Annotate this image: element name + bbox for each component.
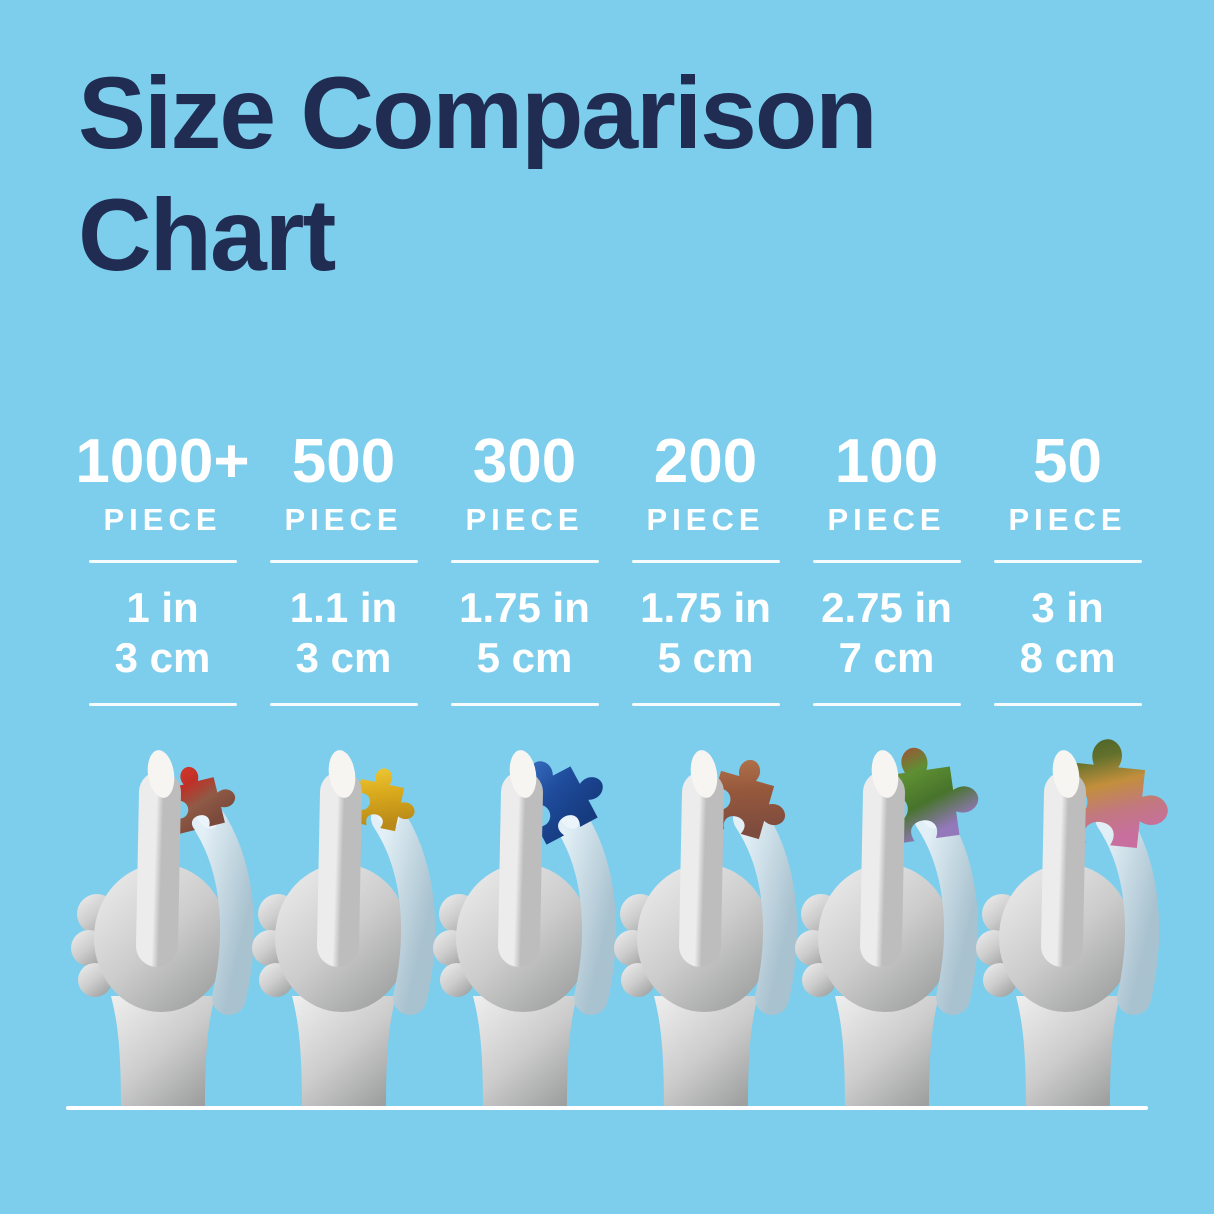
piece-label: PIECE xyxy=(827,502,946,537)
divider-line xyxy=(812,560,961,563)
size-cm: 5 cm xyxy=(476,634,573,681)
divider-line xyxy=(88,703,237,706)
size-column: 200 PIECE 1.75 in 5 cm xyxy=(615,430,796,706)
size-column: 100 PIECE 2.75 in 7 cm xyxy=(796,430,977,706)
piece-label: PIECE xyxy=(103,502,222,537)
piece-label: PIECE xyxy=(284,502,403,537)
size-inches: 1 in xyxy=(126,584,199,631)
divider-line xyxy=(450,703,599,706)
page-title: Size Comparison Chart xyxy=(78,52,878,296)
divider-line xyxy=(269,703,418,706)
title-line-1: Size Comparison xyxy=(78,56,878,170)
title-line-2: Chart xyxy=(78,178,336,292)
puzzle-piece xyxy=(1058,739,1168,849)
divider-line xyxy=(269,560,418,563)
piece-label: PIECE xyxy=(465,502,584,537)
puzzle-piece xyxy=(351,768,415,832)
divider-line xyxy=(450,560,599,563)
size-cm: 3 cm xyxy=(114,634,211,681)
size-inches: 1.75 in xyxy=(459,584,590,631)
puzzle-piece xyxy=(881,747,979,844)
piece-count: 1000+ xyxy=(75,427,250,496)
puzzle-piece xyxy=(168,766,236,834)
size-cm: 3 cm xyxy=(295,634,392,681)
hand-holding-piece xyxy=(395,688,655,1108)
puzzle-piece xyxy=(519,760,603,845)
size-column: 300 PIECE 1.75 in 5 cm xyxy=(434,430,615,706)
size-inches: 2.75 in xyxy=(821,584,952,631)
divider-line xyxy=(88,560,237,563)
piece-count: 500 xyxy=(291,427,396,496)
hand-holding-piece xyxy=(214,688,474,1108)
size-column: 50 PIECE 3 in 8 cm xyxy=(977,430,1158,706)
size-cm: 7 cm xyxy=(838,634,935,681)
hand-holding-piece xyxy=(33,688,293,1108)
size-column: 1000+ PIECE 1 in 3 cm xyxy=(72,430,253,706)
piece-count: 300 xyxy=(472,427,577,496)
divider-line xyxy=(812,703,961,706)
divider-line xyxy=(631,703,780,706)
piece-count: 200 xyxy=(653,427,758,496)
size-column: 500 PIECE 1.1 in 3 cm xyxy=(253,430,434,706)
hand-holding-piece xyxy=(757,688,1017,1108)
size-cm: 8 cm xyxy=(1019,634,1116,681)
thumb-over-piece xyxy=(938,688,1198,1108)
divider-line xyxy=(993,703,1142,706)
baseline-rule xyxy=(66,1106,1148,1110)
piece-label: PIECE xyxy=(1008,502,1127,537)
size-inches: 1.1 in xyxy=(289,584,398,631)
size-cm: 5 cm xyxy=(657,634,754,681)
hand-holding-piece xyxy=(938,688,1198,1108)
hands-row xyxy=(0,0,1198,1108)
piece-label: PIECE xyxy=(646,502,765,537)
piece-count: 100 xyxy=(834,427,939,496)
size-table: 1000+ PIECE 1 in 3 cm 500 PIECE 1.1 in 3… xyxy=(72,430,1158,706)
divider-line xyxy=(631,560,780,563)
size-inches: 3 in xyxy=(1031,584,1104,631)
hand-holding-piece xyxy=(576,688,836,1108)
piece-count: 50 xyxy=(1033,427,1102,496)
size-inches: 1.75 in xyxy=(640,584,771,631)
divider-line xyxy=(993,560,1142,563)
puzzle-piece xyxy=(705,759,785,840)
